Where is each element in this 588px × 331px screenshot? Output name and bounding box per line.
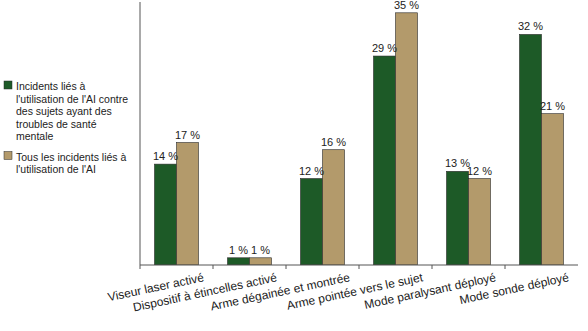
x-tick (213, 265, 214, 269)
bar (542, 114, 564, 265)
bar (374, 56, 396, 265)
data-label: 35 % (394, 0, 419, 11)
data-label: 1 % (251, 244, 270, 256)
legend-line: Incidents liés à (16, 80, 86, 92)
data-label: 12 % (299, 165, 324, 177)
bar (323, 150, 345, 265)
bar (469, 179, 491, 265)
bar (301, 179, 323, 265)
legend-swatch (4, 152, 12, 160)
data-label: 1 % (229, 244, 248, 256)
x-tick (140, 265, 141, 269)
data-label: 16 % (321, 136, 346, 148)
legend-line: l'utilisation de l'AI contre (16, 93, 128, 105)
data-label: 17 % (175, 129, 200, 141)
bar (250, 258, 272, 265)
x-tick-label: Mode sonde déployé (458, 270, 570, 307)
chart: 14 %1 %12 %29 %13 %32 %17 %1 %16 %35 %12… (0, 0, 588, 331)
data-label: 21 % (540, 100, 565, 112)
x-tick (359, 265, 360, 269)
bar (228, 258, 250, 265)
legend: Incidents liés àl'utilisation de l'AI co… (4, 80, 128, 175)
data-label: 32 % (518, 20, 543, 32)
bar (155, 164, 177, 265)
x-tick (286, 265, 287, 269)
legend-line: Tous les incidents liés à (16, 151, 126, 163)
legend-line: l'utilisation de l'AI (16, 163, 96, 175)
legend-swatch (4, 81, 12, 89)
legend-line: mentale (16, 130, 54, 142)
data-label: 29 % (372, 42, 397, 54)
data-label: 12 % (467, 165, 492, 177)
bar (396, 13, 418, 265)
bar (447, 171, 469, 265)
x-tick (505, 265, 506, 269)
legend-label: Incidents liés àl'utilisation de l'AI co… (16, 80, 128, 142)
legend-line: des sujets ayant des (16, 105, 112, 117)
x-tick (432, 265, 433, 269)
y-axis (140, 2, 141, 265)
data-label: 14 % (153, 150, 178, 162)
bar (520, 34, 542, 265)
legend-label: Tous les incidents liés àl'utilisation d… (16, 151, 126, 176)
bars (155, 13, 564, 265)
bar (177, 143, 199, 265)
legend-line: troubles de santé (16, 118, 97, 130)
data-labels: 14 %1 %12 %29 %13 %32 %17 %1 %16 %35 %12… (153, 0, 565, 256)
